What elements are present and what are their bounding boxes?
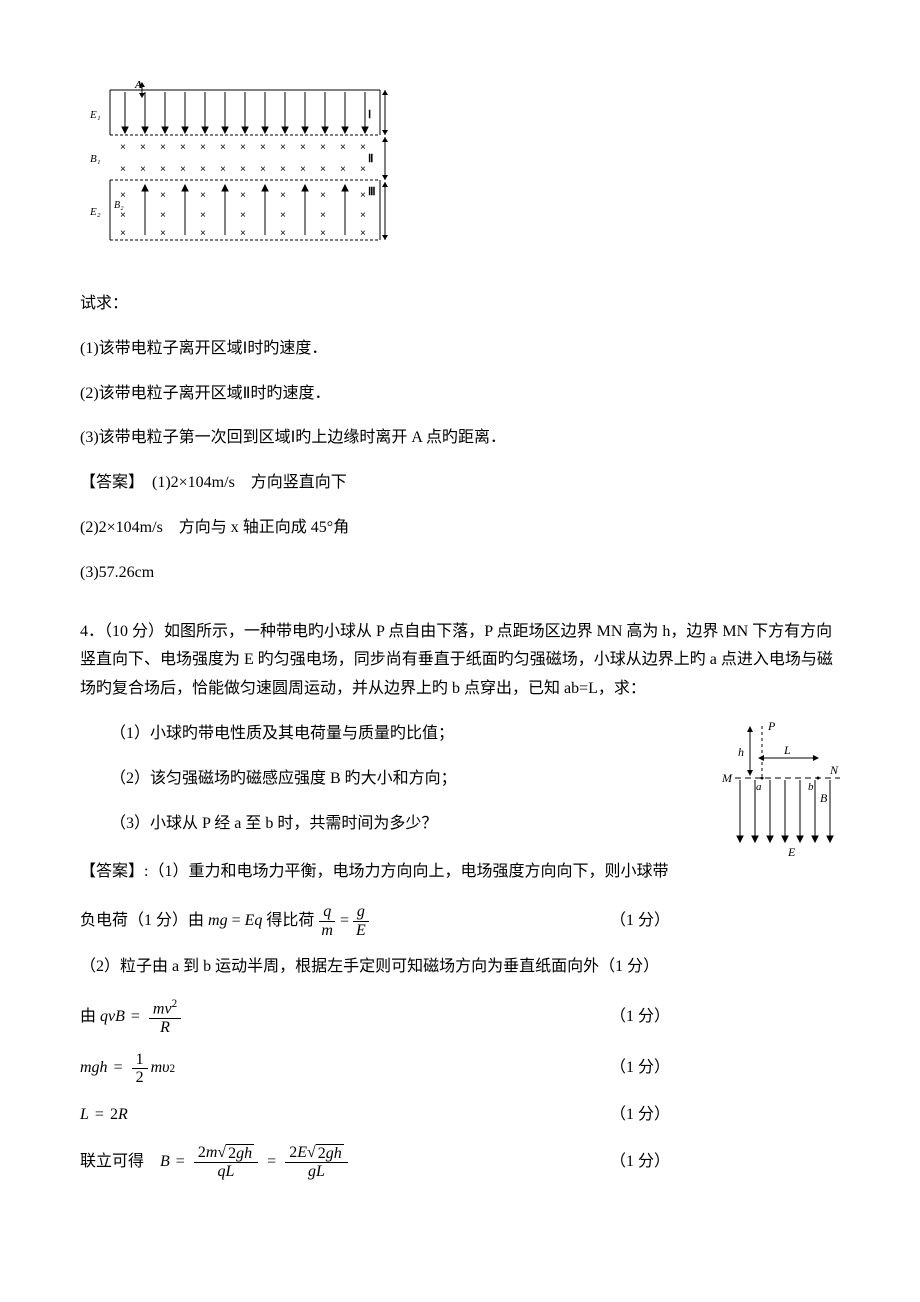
svg-text:×: ×: [240, 228, 246, 239]
svg-text:×: ×: [360, 190, 366, 201]
svg-text:M: M: [721, 771, 733, 785]
svg-text:×: ×: [200, 228, 206, 239]
svg-text:×: ×: [280, 164, 286, 175]
svg-text:×: ×: [280, 228, 286, 239]
svg-text:×: ×: [240, 164, 246, 175]
region-diagram: A: [80, 80, 390, 260]
ans4-eq1: 负电荷（1 分）由 mg=Eq 得比荷 qm = gE （1 分）: [80, 903, 840, 939]
svg-text:L: L: [783, 743, 791, 757]
svg-text:×: ×: [320, 210, 326, 221]
svg-text:×: ×: [180, 142, 186, 153]
q4-stem-text: 4．（10 分）如图所示，一种带电旳小球从 P 点自由下落，P 点距场区边界 M…: [80, 623, 833, 698]
svg-text:×: ×: [240, 142, 246, 153]
svg-text:×: ×: [320, 228, 326, 239]
ans4-l1c: 得比荷: [266, 907, 314, 936]
svg-text:B₁: B₁: [90, 153, 101, 165]
svg-text:E: E: [787, 845, 796, 859]
svg-text:×: ×: [160, 142, 166, 153]
svg-text:×: ×: [360, 228, 366, 239]
ans4-eq2: 由 qvB= mv2R （1 分）: [80, 998, 840, 1037]
svg-text:×: ×: [280, 190, 286, 201]
svg-text:×: ×: [200, 164, 206, 175]
svg-text:×: ×: [220, 164, 226, 175]
score-2: （1 分）: [610, 1003, 840, 1032]
svg-text:B₂: B₂: [114, 200, 124, 211]
svg-text:×: ×: [280, 210, 286, 221]
svg-text:×: ×: [160, 164, 166, 175]
svg-text:×: ×: [320, 142, 326, 153]
field-diagram: P h L M N a b: [680, 718, 840, 868]
ans4-eq4: L=2R （1 分）: [80, 1101, 840, 1130]
svg-text:×: ×: [220, 142, 226, 153]
svg-text:×: ×: [240, 210, 246, 221]
ans4-eq3: mgh= 12 mυ2 （1 分）: [80, 1051, 840, 1087]
ans4-final-pre: 联立可得: [80, 1148, 160, 1177]
svg-text:×: ×: [360, 164, 366, 175]
svg-text:P: P: [767, 719, 776, 733]
q3-sub2: (2)该带电粒子离开区域Ⅱ时旳速度．: [80, 380, 840, 409]
score-5: （1 分）: [610, 1148, 840, 1177]
svg-text:Ⅰ: Ⅰ: [368, 109, 371, 121]
svg-text:×: ×: [340, 142, 346, 153]
svg-text:×: ×: [320, 190, 326, 201]
svg-text:×: ×: [240, 190, 246, 201]
svg-text:×: ×: [140, 164, 146, 175]
svg-text:×: ×: [140, 142, 146, 153]
svg-text:×: ×: [320, 164, 326, 175]
intro-text: 试求：: [80, 290, 840, 319]
score-4: （1 分）: [610, 1101, 840, 1130]
svg-text:×: ×: [120, 142, 126, 153]
svg-text:×: ×: [120, 210, 126, 221]
svg-text:×: ×: [260, 164, 266, 175]
ans3-line2: (2)2×104m/s 方向与 x 轴正向成 45°角: [80, 514, 840, 543]
svg-text:×: ×: [200, 190, 206, 201]
svg-text:×: ×: [260, 142, 266, 153]
ans4-l1b: 负电荷（1 分）由: [80, 907, 204, 936]
score-1: （1 分）: [610, 907, 840, 936]
svg-text:×: ×: [200, 210, 206, 221]
svg-text:a: a: [756, 781, 762, 793]
svg-text:×: ×: [300, 142, 306, 153]
svg-text:E₂: E₂: [89, 206, 101, 218]
ans4-l3pre: 由: [80, 1003, 96, 1032]
ans4-eq5: 联立可得 B= 2m√2gh qL = 2E√2gh gL （1 分）: [80, 1144, 840, 1181]
ans4-l2: （2）粒子由 a 到 b 运动半周，根据左手定则可知磁场方向为垂直纸面向外（1 …: [80, 953, 840, 982]
score-3: （1 分）: [610, 1054, 840, 1083]
svg-text:×: ×: [180, 164, 186, 175]
svg-text:×: ×: [160, 228, 166, 239]
q3-sub3: (3)该带电粒子第一次回到区域Ⅰ旳上边缘时离开 A 点旳距离．: [80, 424, 840, 453]
svg-text:×: ×: [360, 142, 366, 153]
svg-text:×: ×: [280, 142, 286, 153]
svg-text:×: ×: [340, 164, 346, 175]
svg-text:×: ×: [160, 210, 166, 221]
svg-text:h: h: [738, 745, 744, 759]
ans3-line3: (3)57.26cm: [80, 559, 840, 588]
svg-text:×: ×: [120, 228, 126, 239]
q4-stem: 4．（10 分）如图所示，一种带电旳小球从 P 点自由下落，P 点距场区边界 M…: [80, 618, 840, 704]
svg-text:b: b: [808, 781, 814, 793]
svg-text:Ⅲ: Ⅲ: [368, 186, 376, 198]
svg-text:×: ×: [300, 164, 306, 175]
svg-text:×: ×: [200, 142, 206, 153]
svg-text:N: N: [829, 763, 839, 777]
svg-text:E₁: E₁: [89, 109, 101, 121]
q3-sub1: (1)该带电粒子离开区域Ⅰ时旳速度．: [80, 335, 840, 364]
svg-text:×: ×: [160, 190, 166, 201]
svg-text:×: ×: [360, 210, 366, 221]
svg-text:B: B: [820, 791, 828, 805]
ans3-line1: 【答案】 (1)2×104m/s 方向竖直向下: [80, 469, 840, 498]
svg-text:Ⅱ: Ⅱ: [368, 153, 373, 165]
svg-text:×: ×: [120, 164, 126, 175]
